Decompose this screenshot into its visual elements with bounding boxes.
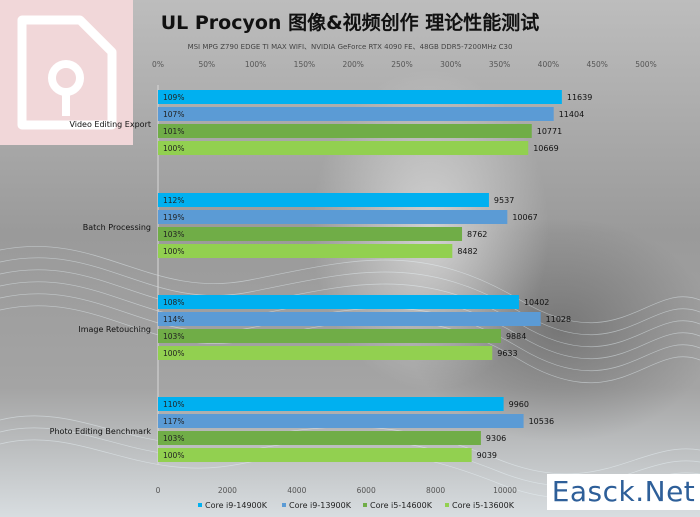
bar [158, 227, 463, 241]
bar-percent-label: 108% [163, 298, 184, 307]
legend-swatch [198, 503, 202, 507]
bar-percent-label: 112% [163, 196, 184, 205]
bar-value-label: 9306 [486, 434, 506, 443]
bottom-axis-tick-label: 0 [156, 486, 161, 495]
bottom-axis-tick-label: 10000 [493, 486, 517, 495]
top-axis-tick-label: 300% [440, 60, 461, 69]
bar-percent-label: 100% [163, 247, 184, 256]
bar-value-label: 9633 [497, 349, 517, 358]
bar-percent-label: 119% [163, 213, 184, 222]
bar [158, 431, 481, 445]
bar [158, 141, 529, 155]
top-axis-tick-label: 50% [198, 60, 215, 69]
bar-value-label: 11639 [567, 93, 592, 102]
bar [158, 124, 532, 138]
legend-label: Core i9-14900K [205, 501, 268, 510]
bar-percent-label: 100% [163, 144, 184, 153]
category-label: Video Editing Export [69, 120, 151, 129]
bar-value-label: 10067 [512, 213, 537, 222]
bar-value-label: 9039 [477, 451, 497, 460]
bar-value-label: 9884 [506, 332, 526, 341]
legend-swatch [363, 503, 367, 507]
bar-percent-label: 103% [163, 230, 184, 239]
top-axis-tick-label: 150% [294, 60, 315, 69]
bottom-axis-tick-label: 6000 [357, 486, 376, 495]
bar [158, 210, 508, 224]
bar [158, 193, 489, 207]
bar-percent-label: 100% [163, 349, 184, 358]
bar-value-label: 11028 [546, 315, 571, 324]
bar-percent-label: 110% [163, 400, 184, 409]
bar [158, 414, 524, 428]
legend-label: Core i5-14600K [370, 501, 433, 510]
bar-value-label: 9960 [509, 400, 529, 409]
bar-percent-label: 100% [163, 451, 184, 460]
bar-value-label: 8482 [457, 247, 477, 256]
bar [158, 90, 562, 104]
bar-value-label: 10402 [524, 298, 549, 307]
bar [158, 346, 493, 360]
bar-percent-label: 117% [163, 417, 184, 426]
top-axis-tick-label: 200% [342, 60, 363, 69]
top-axis-tick-label: 100% [245, 60, 266, 69]
bar-value-label: 10536 [529, 417, 554, 426]
chart-subtitle: MSI MPG Z790 EDGE TI MAX WIFI、NVIDIA GeF… [187, 43, 513, 51]
category-label: Photo Editing Benchmark [50, 427, 152, 436]
top-axis-tick-label: 0% [152, 60, 164, 69]
bar [158, 312, 541, 326]
bar-value-label: 11404 [559, 110, 584, 119]
logo [0, 0, 133, 145]
category-label: Batch Processing [83, 223, 151, 232]
bar [158, 244, 453, 258]
top-axis-tick-label: 400% [538, 60, 559, 69]
bar [158, 295, 519, 309]
legend-label: Core i5-13600K [452, 501, 515, 510]
bar-value-label: 10771 [537, 127, 562, 136]
legend-swatch [282, 503, 286, 507]
top-axis-tick-label: 500% [635, 60, 656, 69]
bar [158, 329, 501, 343]
bar-percent-label: 109% [163, 93, 184, 102]
top-axis-tick-label: 250% [391, 60, 412, 69]
bar [158, 397, 504, 411]
bottom-axis-tick-label: 8000 [426, 486, 445, 495]
bar-percent-label: 103% [163, 434, 184, 443]
bar [158, 107, 554, 121]
bar-value-label: 8762 [467, 230, 487, 239]
bottom-axis-tick-label: 2000 [218, 486, 237, 495]
top-axis-tick-label: 350% [489, 60, 510, 69]
bar-value-label: 10669 [533, 144, 558, 153]
bottom-axis-tick-label: 4000 [287, 486, 306, 495]
bar-percent-label: 114% [163, 315, 184, 324]
bar-percent-label: 103% [163, 332, 184, 341]
watermark: Easck.Net [547, 474, 700, 510]
document-pin-logo-icon [17, 15, 117, 130]
bar-percent-label: 101% [163, 127, 184, 136]
legend-swatch [445, 503, 449, 507]
bar [158, 448, 472, 462]
legend-label: Core i9-13900K [289, 501, 352, 510]
bar-percent-label: 107% [163, 110, 184, 119]
top-axis-tick-label: 450% [586, 60, 607, 69]
chart-title: UL Procyon 图像&视频创作 理论性能测试 [160, 12, 540, 34]
category-label: Image Retouching [78, 325, 151, 334]
bar-value-label: 9537 [494, 196, 514, 205]
